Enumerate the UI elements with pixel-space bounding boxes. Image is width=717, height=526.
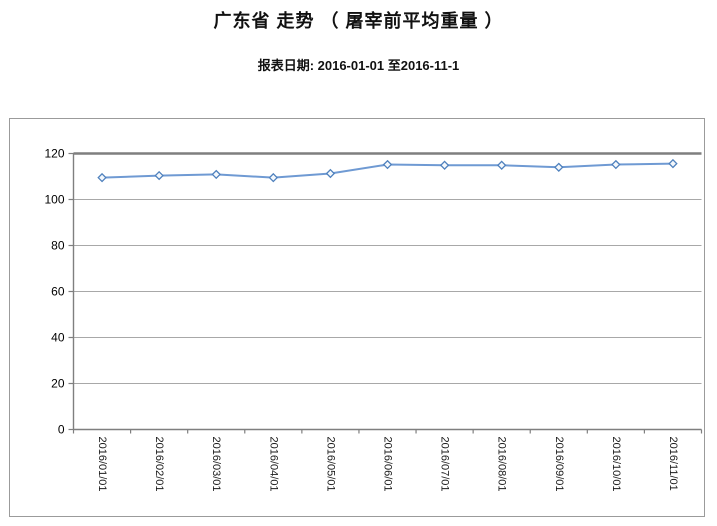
y-axis-label: 100 bbox=[44, 193, 64, 207]
report-date-range: 报表日期: 2016-01-01 至2016-11-1 bbox=[257, 58, 460, 73]
y-axis-label: 40 bbox=[51, 331, 65, 345]
x-axis-label: 2016/05/01 bbox=[324, 437, 336, 492]
data-point-marker bbox=[439, 160, 450, 170]
x-axis-label: 2016/01/01 bbox=[96, 437, 108, 492]
chart-container: 0 20 40 60 80 100 120 2016/01/01 2016/02/01 2016/… bbox=[9, 118, 705, 517]
x-axis-label: 2016/09/01 bbox=[553, 437, 565, 492]
x-axis-label: 2016/04/01 bbox=[267, 437, 279, 492]
x-axis-label: 2016/02/01 bbox=[153, 437, 165, 492]
data-point-marker bbox=[611, 159, 621, 170]
y-axis-label: 20 bbox=[51, 377, 65, 391]
data-point-marker bbox=[325, 168, 336, 179]
x-axis-label: 2016/07/01 bbox=[439, 437, 451, 492]
x-axis-label: 2016/10/01 bbox=[610, 437, 622, 492]
data-point-marker bbox=[97, 172, 107, 183]
y-axis-label: 60 bbox=[51, 285, 65, 299]
data-point-marker bbox=[496, 160, 507, 170]
data-point-marker bbox=[668, 158, 678, 169]
y-axis-label: 120 bbox=[44, 147, 64, 161]
x-axis-label: 2016/03/01 bbox=[210, 437, 222, 492]
data-point-marker bbox=[154, 170, 164, 181]
chart-svg: 0 20 40 60 80 100 120 2016/01/01 2016/02/01 2016/… bbox=[44, 147, 703, 492]
y-axis-label: 0 bbox=[58, 423, 65, 437]
chart-title: 广东省 走势 （ 屠宰前平均重量 ） bbox=[213, 11, 504, 31]
x-axis-label: 2016/06/01 bbox=[382, 437, 394, 492]
data-point-marker bbox=[268, 172, 279, 183]
data-point-marker bbox=[382, 159, 393, 170]
data-point-marker bbox=[211, 169, 221, 180]
data-point-marker bbox=[554, 162, 564, 173]
x-axis-label: 2016/08/01 bbox=[496, 437, 508, 492]
x-axis-label: 2016/11/01 bbox=[667, 437, 679, 491]
y-axis-label: 80 bbox=[51, 239, 65, 253]
